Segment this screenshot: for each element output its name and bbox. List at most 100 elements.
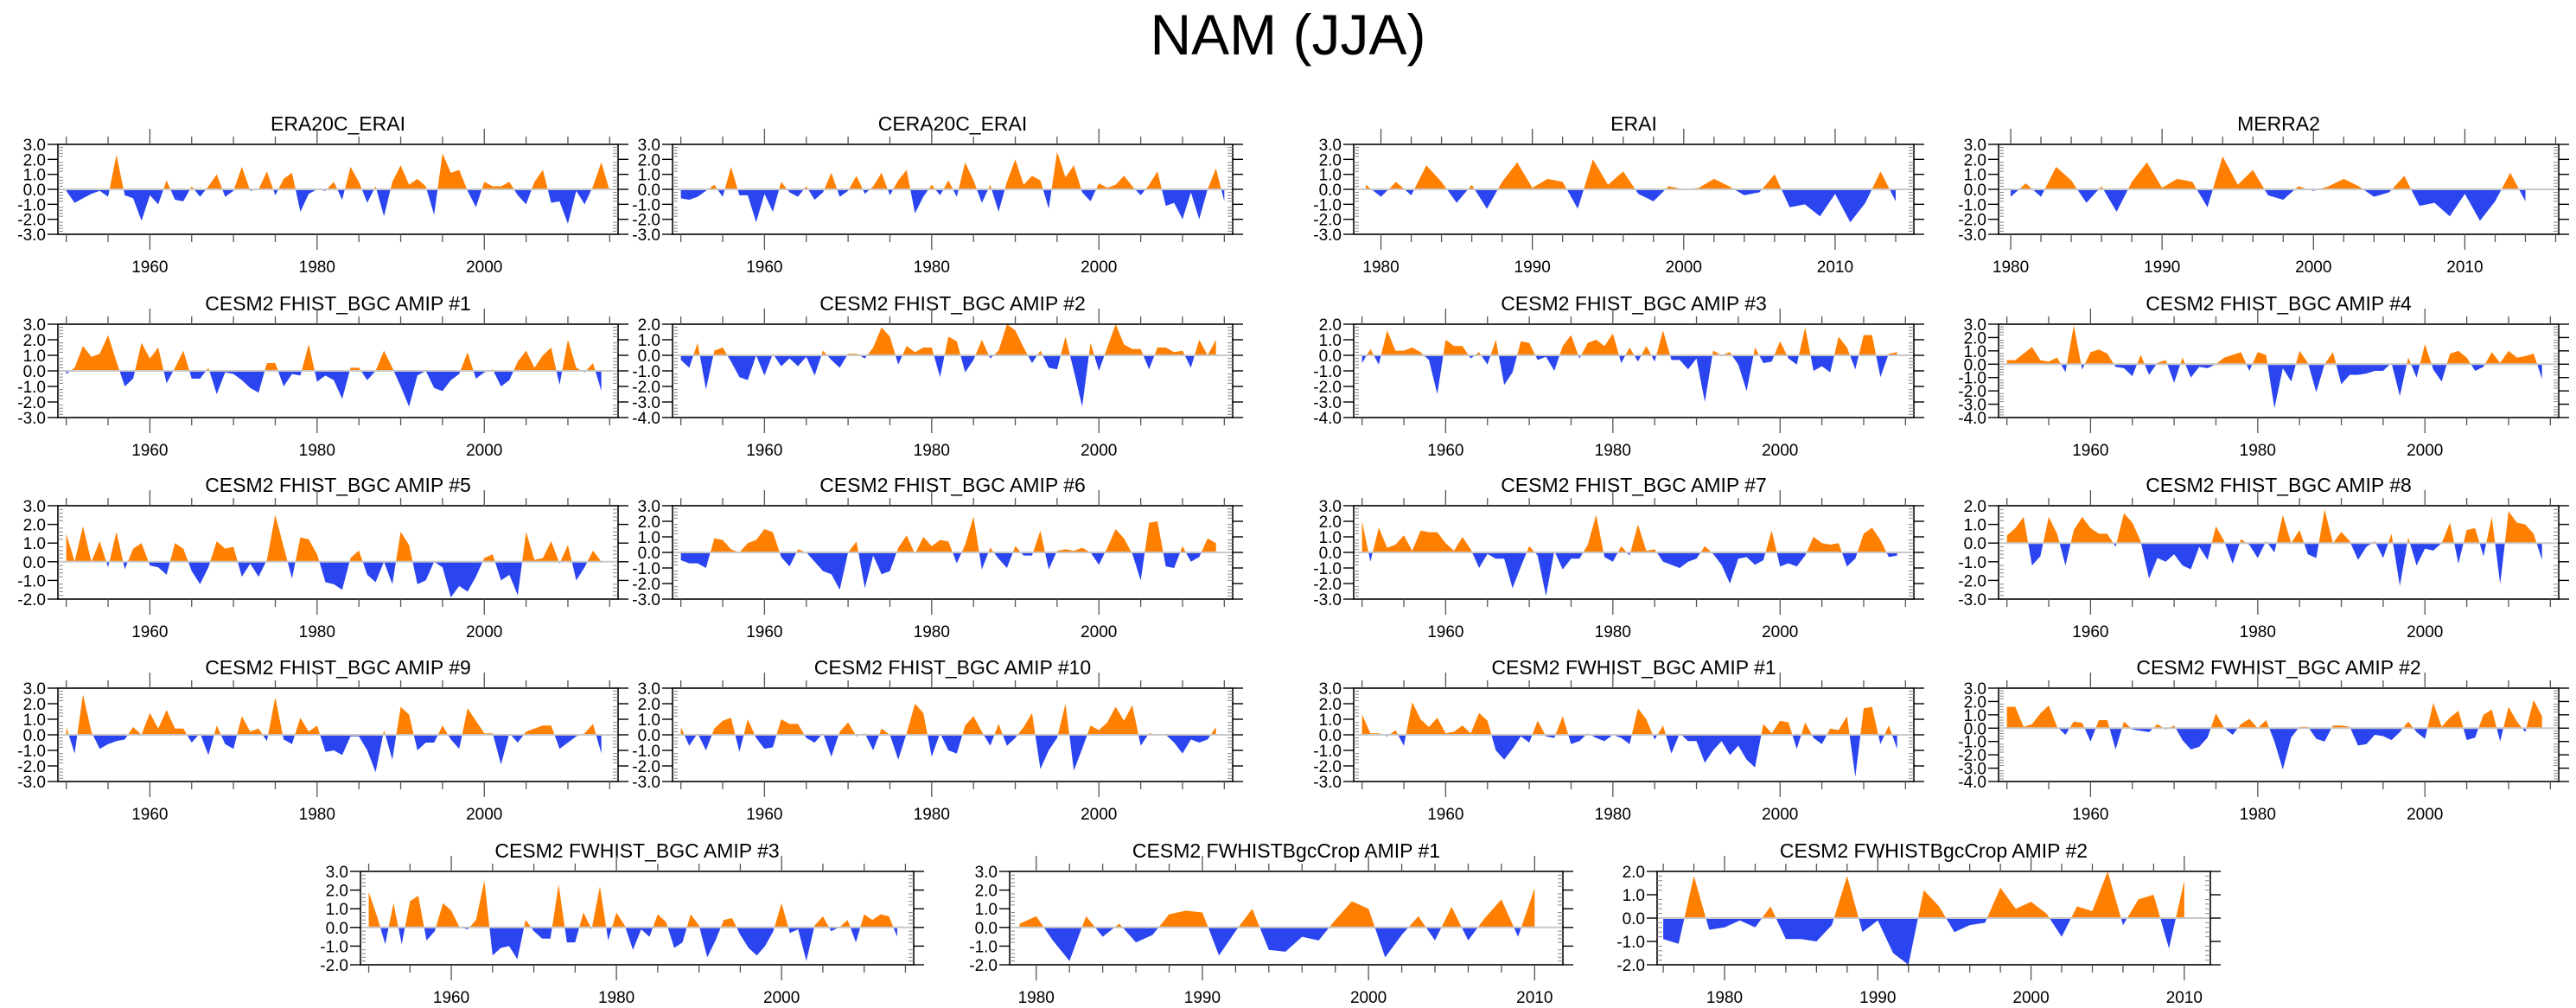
y-tick-label: 3.0 [638,680,660,699]
x-tick-label: 1960 [2072,442,2108,460]
x-tick-label: 1960 [746,806,782,824]
panel-chart: CESM2 FHIST_BGC AMIP #10 3.02.01.00.0-1.0… [632,656,1243,824]
panel-title: CESM2 FWHISTBgcCrop AMIP #2 [1780,839,2088,862]
x-tick-label: 1980 [1362,258,1399,277]
panel-14: CESM2 FHIST_BGC AMIP #10 3.0 2.0 1.0 0.0 -1.0… [614,648,1253,825]
panel-chart: MERRA2 3.02.01.00.0-1.0-2.0-3.0 1980 1990 20… [1958,112,2569,277]
y-tick-label: 3.0 [23,498,46,516]
panel-title: CESM2 FWHISTBgcCrop AMIP #1 [1132,839,1440,862]
x-tick-label: 2000 [466,623,502,641]
y-tick-label: 1.0 [23,167,46,185]
y-tick-label: 3.0 [638,498,660,516]
panel-title: CESM2 FHIST_BGC AMIP #7 [1501,474,1767,496]
positive-anomaly-area [2006,325,2542,365]
y-tick-label: 1.0 [638,529,660,547]
panel-7: CESM2 FHIST_BGC AMIP #3 2.0 1.0 0.0 -1.0 -2.0… [1295,284,1935,461]
y-tick-label: 1.0 [1964,343,1986,361]
y-tick-label: 3.0 [1964,316,1986,335]
negative-anomaly-area [1663,918,2184,965]
y-tick-label: 0.0 [326,920,348,938]
panel-chart: CESM2 FHIST_BGC AMIP #13.02.01.00.0-1.0-… [17,292,628,460]
plot-frame [1998,505,2560,600]
panel-title: ERA20C_ERAI [271,112,405,135]
x-tick-label: 1960 [1427,806,1463,824]
panel-6: CESM2 FHIST_BGC AMIP #2 2.0 1.0 0.0 -1.0 -2.0… [614,284,1253,461]
x-tick-label: 2000 [763,989,800,1007]
y-tick-label: -3.0 [632,774,660,792]
x-tick-label: 1980 [1595,623,1631,641]
y-tick-label: -4.0 [1958,410,1986,428]
panel-title: MERRA2 [2237,112,2320,135]
x-tick-label: 1960 [746,623,782,641]
x-tick-label: 1960 [746,258,782,277]
panel-3: ERAI 3.0 2.0 1.0 0.0 -1.0 -2.0 -3.0 1980 1990 2000… [1295,105,1935,278]
panel-19: CESM2 FWHISTBgcCrop AMIP #2 2.0 1.0 0.0 -1.0… [1598,832,2231,1008]
panel-chart: CESM2 FHIST_BGC AMIP #73.02.01.00.0-1.0-… [1313,474,1924,641]
y-tick-label: -3.0 [632,394,660,412]
x-tick-label: 1960 [131,258,168,277]
y-tick-label: 1.0 [1319,529,1342,547]
plot-frame [360,871,915,966]
y-tick-label: 0.0 [1964,356,1986,374]
y-tick-label: 1.0 [1964,517,1986,535]
y-tick-label: -3.0 [632,226,660,245]
x-tick-label: 2000 [1666,258,1702,277]
panel-title: CESM2 FHIST_BGC AMIP #9 [205,656,471,679]
x-tick-label: 2000 [2407,806,2443,824]
panel-9: CESM2 FHIST_BGC AMIP #5 3.0 2.0 1.0 0.0 -1.0-… [0,466,639,642]
y-tick-label: -1.0 [1313,743,1342,761]
panel-title: CESM2 FHIST_BGC AMIP #8 [2146,474,2412,496]
y-tick-label: 0.0 [638,727,660,745]
x-tick-label: 2000 [1081,442,1117,460]
y-tick-label: 3.0 [23,137,46,155]
y-tick-label: 2.0 [1964,498,1986,516]
y-tick-label: -1.0 [1313,560,1342,578]
y-tick-label: 1.0 [1623,887,1645,905]
positive-anomaly-area [66,514,602,562]
x-tick-label: 2000 [2295,258,2331,277]
y-tick-label: 1.0 [638,711,660,730]
y-tick-label: -2.0 [632,212,660,230]
x-tick-label: 1980 [2240,442,2276,460]
x-tick-label: 2000 [466,442,502,460]
y-tick-label: 2.0 [1964,151,1986,169]
negative-anomaly-area [1366,189,1896,223]
x-tick-label: 1960 [433,989,469,1007]
y-tick-label: -3.0 [632,591,660,609]
y-tick-label: 0.0 [638,348,660,366]
x-tick-label: 1980 [914,806,950,824]
y-tick-label: -3.0 [1958,761,1986,779]
y-tick-label: -2.0 [1616,957,1645,975]
y-tick-label: 2.0 [638,316,660,335]
y-tick-label: 1.0 [1964,707,1986,725]
x-tick-label: 1990 [1514,258,1551,277]
panel-title: CESM2 FHIST_BGC AMIP #4 [2146,292,2412,315]
panel-title: CERA20C_ERAI [878,112,1028,135]
y-tick-label: -2.0 [632,576,660,594]
x-tick-label: 1990 [1184,989,1221,1007]
positive-anomaly-area [66,694,602,735]
y-tick-label: -2.0 [17,591,46,609]
y-tick-label: -2.0 [320,957,348,975]
x-tick-label: 2000 [1762,623,1798,641]
negative-anomaly-area [2006,543,2542,586]
y-tick-label: -2.0 [632,758,660,776]
x-tick-label: 1980 [299,442,335,460]
y-tick-label: -3.0 [17,774,46,792]
x-tick-label: 1980 [914,258,950,277]
y-tick-label: -1.0 [320,938,348,956]
panel-chart: CERA20C_ERAI 3.02.01.00.0-1.0-2.0-3.0 1960… [632,112,1243,277]
panel-8: CESM2 FHIST_BGC AMIP #4 3.0 2.0 1.0 0.0 -1.0-… [1940,284,2576,461]
panel-chart: CESM2 FHIST_BGC AMIP #93.02.01.00.0-1.0-… [17,656,628,824]
x-tick-label: 1960 [131,623,168,641]
y-tick-label: 1.0 [23,535,46,553]
y-tick-label: 0.0 [23,727,46,745]
y-tick-label: 1.0 [23,348,46,366]
x-tick-label: 2000 [1762,442,1798,460]
x-tick-label: 2010 [2166,989,2203,1007]
y-tick-label: -2.0 [17,212,46,230]
y-tick-label: 2.0 [1964,693,1986,711]
y-tick-label: 1.0 [975,901,998,919]
y-tick-label: -2.0 [1313,576,1342,594]
y-tick-label: 1.0 [23,711,46,730]
